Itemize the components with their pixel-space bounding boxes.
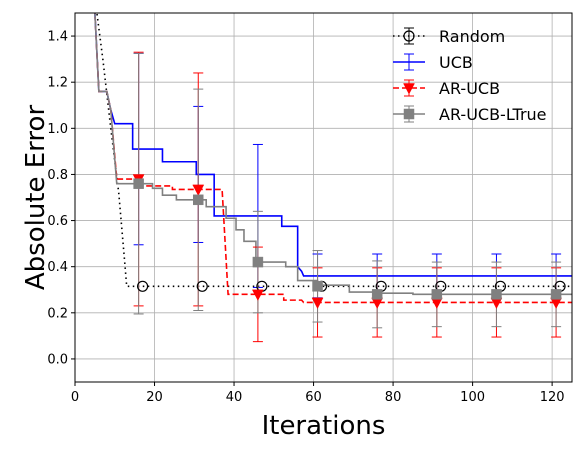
y-tick-label: 0.0: [47, 352, 68, 367]
x-tick-label: 120: [540, 390, 565, 405]
x-tick-label: 80: [385, 390, 402, 405]
x-tick-label: 60: [305, 390, 322, 405]
y-tick-label: 0.2: [47, 306, 68, 321]
data-point: [312, 281, 323, 292]
data-point: [431, 289, 443, 300]
y-tick-label: 0.4: [47, 260, 68, 275]
data-point: [136, 280, 149, 292]
y-tick-label: 1.0: [47, 122, 68, 137]
data-point: [550, 289, 562, 300]
legend-marker: [403, 30, 415, 42]
legend-label: UCB: [439, 53, 473, 72]
x-tick-label: 0: [71, 390, 79, 405]
y-tick-label: 1.4: [47, 30, 68, 45]
legend-marker: [403, 108, 415, 120]
data-point: [252, 256, 264, 268]
legend-label: AR-UCB-LTrue: [439, 105, 547, 124]
x-tick-label: 100: [460, 390, 485, 405]
data-point: [311, 297, 324, 309]
data-point: [371, 289, 383, 300]
legend-label: Random: [439, 27, 505, 46]
y-tick-label: 1.2: [47, 76, 68, 91]
y-tick-label: 0.6: [47, 214, 68, 229]
axis-ticks: 0 20 40 60 80 100 120 0.0 0.2 0.4 0.6 0.8 1.0 1.2 1.4: [47, 30, 564, 405]
data-point: [196, 280, 208, 292]
x-tick-label: 40: [226, 390, 243, 405]
legend-label: AR-UCB: [439, 79, 500, 98]
y-axis-title: Absolute Error: [21, 105, 51, 291]
data-point: [193, 194, 204, 206]
data-point: [133, 178, 144, 189]
legend-marker: [403, 83, 415, 95]
legend: Random UCB AR-UCB AR-UCB-LTrue: [393, 27, 547, 124]
plot-frame: [74, 12, 573, 383]
series-markers: [132, 174, 566, 309]
grid: [74, 13, 572, 382]
data-point: [192, 184, 205, 196]
data-point: [251, 289, 264, 301]
x-tick-label: 20: [146, 390, 163, 405]
x-axis-title: Iterations: [262, 411, 386, 441]
y-tick-label: 0.8: [47, 168, 68, 183]
data-point: [491, 289, 502, 300]
